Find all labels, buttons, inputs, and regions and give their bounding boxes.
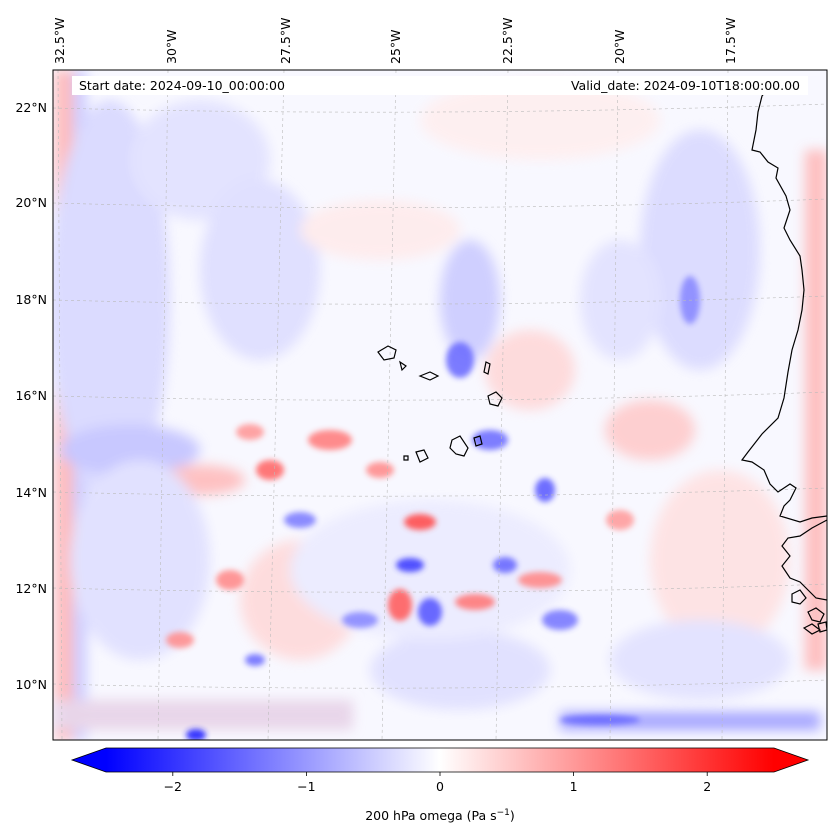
date-banner <box>72 76 808 95</box>
colorbar-tick-label: 0 <box>436 779 444 794</box>
map-frame <box>52 69 828 741</box>
colorbar-min-extend <box>72 748 106 772</box>
map-panel: Start date: 2024-09-10_00:00:00 Valid_da… <box>52 69 828 741</box>
bijagos-islands <box>791 589 827 635</box>
lat-label: 14°N <box>15 485 47 500</box>
omega-field <box>53 70 827 740</box>
omega-smooth-field <box>53 70 827 740</box>
colorbar-max-extend <box>774 748 808 772</box>
graticule <box>53 70 827 740</box>
cape-verde-islands <box>377 345 503 463</box>
lat-label: 20°N <box>15 195 47 210</box>
island-fogo <box>415 449 429 463</box>
coastlines <box>740 85 827 635</box>
lat-label: 18°N <box>15 292 47 307</box>
colorbar-tick-label: 2 <box>703 779 711 794</box>
latitude-labels: 22°N 20°N 18°N 16°N 14°N 12°N 10°N <box>15 100 47 692</box>
island-sao-nicolau <box>418 371 440 381</box>
colorbar-tick-label: −2 <box>164 779 182 794</box>
island-santiago <box>449 435 469 457</box>
colorbar-ticks: −2 −1 0 1 2 <box>164 772 711 794</box>
island-santo-antao <box>377 345 397 361</box>
lat-label: 22°N <box>15 100 47 115</box>
omega-convective-cells <box>166 276 700 740</box>
lon-label: 25°W <box>388 29 403 64</box>
colorbar: −2 −1 0 1 2 200 hPa omega (Pa s−1) <box>70 747 810 823</box>
lat-label: 12°N <box>15 581 47 596</box>
lon-label: 27.5°W <box>278 18 293 64</box>
lat-label: 10°N <box>15 677 47 692</box>
island-brava <box>403 455 409 461</box>
island-maio <box>473 435 483 447</box>
island-sao-vicente <box>399 360 407 372</box>
colorbar-outline <box>70 747 810 773</box>
guinea-coast <box>781 519 827 601</box>
colorbar-tick-label: −1 <box>297 779 315 794</box>
lon-label: 17.5°W <box>723 18 738 64</box>
colorbar-label: 200 hPa omega (Pa s−1) <box>365 808 515 823</box>
africa-coastline <box>740 85 827 523</box>
lon-label: 32.5°W <box>52 18 67 64</box>
island-sal <box>483 361 491 375</box>
lon-label: 30°W <box>164 29 179 64</box>
lat-label: 16°N <box>15 388 47 403</box>
lon-label: 20°W <box>612 29 627 64</box>
start-date-label: Start date: 2024-09-10_00:00:00 <box>79 78 285 93</box>
valid-date-label: Valid_date: 2024-09-10T18:00:00.00 <box>571 78 800 93</box>
lon-label: 22.5°W <box>500 18 515 64</box>
longitude-labels: 32.5°W 30°W 27.5°W 25°W 22.5°W 20°W 17.5… <box>52 18 738 64</box>
colorbar-gradient <box>106 748 774 772</box>
colorbar-tick-label: 1 <box>570 779 578 794</box>
island-boa-vista <box>487 391 503 407</box>
